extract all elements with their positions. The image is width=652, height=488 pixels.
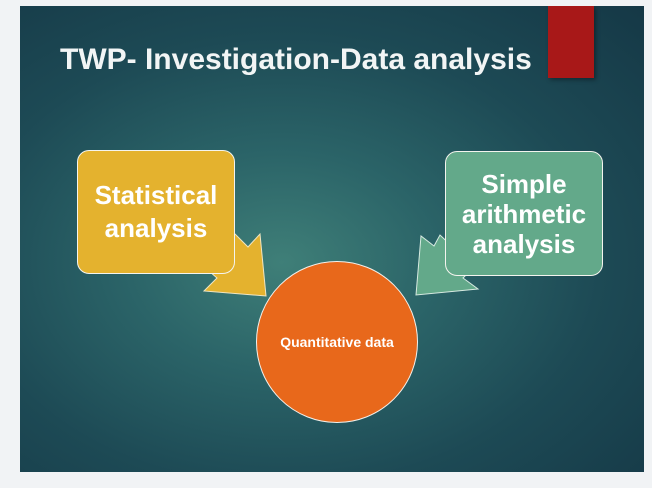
simple-arithmetic-analysis-box: Simple arithmetic analysis [445,151,603,276]
simple-analysis-line3: analysis [472,228,576,259]
statistical-analysis-line1: Statistical [94,180,218,210]
quantitative-data-line2: data [365,333,394,350]
slide-title: TWP- Investigation-Data analysis [60,43,532,76]
statistical-analysis-line2: analysis [104,213,208,243]
simple-analysis-line2: arithmetic [461,198,587,229]
simple-analysis-line1: Simple [481,168,567,199]
statistical-analysis-box: Statistical analysis [77,150,235,274]
quantitative-data-circle: Quantitative data [256,261,418,423]
quantitative-data-line1: Quantitative [280,333,362,350]
accent-tab [548,6,594,78]
slide: TWP- Investigation-Data analysis Statist… [20,6,644,472]
